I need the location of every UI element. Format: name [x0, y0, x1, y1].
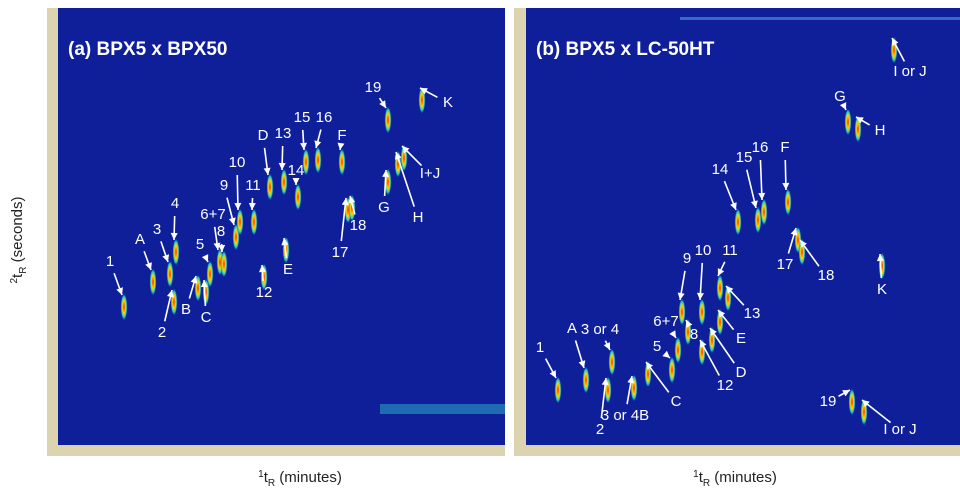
peak-spot: [845, 108, 852, 136]
peak-label: 17: [777, 256, 794, 273]
peak-label: 1: [106, 253, 114, 270]
peak-spot: [849, 388, 856, 416]
peak-label: 3 or 4B: [601, 407, 649, 424]
peak-spot: [785, 188, 792, 216]
peak-spot: [717, 274, 724, 302]
peak-spot: [555, 376, 562, 404]
peak-label: A: [135, 231, 145, 248]
peak-label: 5: [196, 236, 204, 253]
peak-spot: [735, 208, 742, 236]
peak-label: 11: [722, 242, 738, 259]
peak-label: C: [671, 393, 682, 410]
peak-spot: [583, 366, 590, 394]
panel-title: (a) BPX5 x BPX50: [68, 39, 227, 60]
peak-spot: [755, 206, 762, 234]
peak-label: 6+7: [200, 206, 225, 223]
peak-label: 6+7: [653, 313, 678, 330]
peak-label: 14: [712, 161, 729, 178]
baseline-streak: [380, 404, 505, 414]
peak-spot: [339, 148, 346, 176]
peak-label: A: [567, 320, 577, 337]
peak-spot: [669, 356, 676, 384]
peak-label: 1: [536, 339, 544, 356]
peak-label: 3 or 4: [581, 321, 619, 338]
peak-spot: [251, 208, 258, 236]
peak-label: 13: [275, 125, 292, 142]
peak-spot: [609, 348, 616, 376]
peak-label: 18: [350, 217, 367, 234]
peak-spot: [699, 298, 706, 326]
peak-label: 9: [683, 250, 691, 267]
peak-spot: [173, 238, 180, 266]
peak-spot: [281, 168, 288, 196]
peak-label: 15: [736, 149, 753, 166]
x-axis-label: 1tR (minutes): [693, 469, 777, 489]
peak-label: 4: [171, 195, 179, 212]
peak-label: G: [834, 88, 846, 105]
peak-label: 10: [229, 154, 246, 171]
peak-spot: [675, 336, 682, 364]
peak-label: I or J: [883, 421, 916, 438]
panel-title: (b) BPX5 x LC-50HT: [536, 39, 715, 60]
peak-spot: [221, 250, 228, 278]
panel-a: [47, 8, 505, 456]
peak-label: 19: [365, 79, 382, 96]
peak-spot: [150, 268, 157, 296]
peak-label: 18: [818, 267, 835, 284]
peak-label: G: [378, 199, 390, 216]
x-axis-label: 1tR (minutes): [258, 469, 342, 489]
peak-label: D: [736, 364, 747, 381]
peak-label: D: [258, 127, 269, 144]
bleed-streak: [680, 17, 960, 20]
peak-spot: [679, 298, 686, 326]
peak-spot: [315, 146, 322, 174]
peak-label: 5: [653, 338, 661, 355]
peak-label: E: [736, 330, 746, 347]
peak-label: 9: [220, 177, 228, 194]
plot-area: [58, 8, 505, 445]
peak-label: 2: [158, 324, 166, 341]
peak-label: K: [443, 94, 453, 111]
peak-label: I+J: [420, 165, 440, 182]
peak-label: 14: [288, 162, 305, 179]
peak-label: C: [201, 309, 212, 326]
peak-label: 11: [245, 177, 261, 194]
figure: (a) BPX5 x BPX50 (b) BPX5 x LC-50HT 2tR …: [0, 0, 960, 489]
peak-label: 13: [744, 305, 761, 322]
peak-label: H: [875, 122, 886, 139]
peak-label: F: [337, 127, 346, 144]
peak-label: 16: [752, 139, 769, 156]
peak-label: 10: [695, 242, 712, 259]
peak-spot: [761, 198, 768, 226]
peak-label: 17: [332, 244, 349, 261]
y-axis-label: 2tR (seconds): [9, 196, 29, 283]
peak-label: E: [283, 261, 293, 278]
peak-spot: [121, 293, 128, 321]
peak-label: 15: [294, 109, 311, 126]
peak-label: 16: [316, 109, 333, 126]
peak-spot: [167, 260, 174, 288]
peak-spot: [295, 183, 302, 211]
peak-label: H: [413, 209, 424, 226]
peak-label: 19: [820, 393, 837, 410]
peak-label: B: [181, 301, 191, 318]
peak-label: I or J: [893, 63, 926, 80]
peak-spot: [237, 208, 244, 236]
peak-label: 3: [153, 221, 161, 238]
peak-label: 8: [690, 326, 698, 343]
peak-label: F: [780, 139, 789, 156]
peak-label: K: [877, 281, 887, 298]
peak-label: 12: [256, 284, 273, 301]
peak-label: 12: [717, 377, 734, 394]
peak-spot: [267, 173, 274, 201]
peak-spot: [385, 106, 392, 134]
peak-label: 8: [217, 223, 225, 240]
